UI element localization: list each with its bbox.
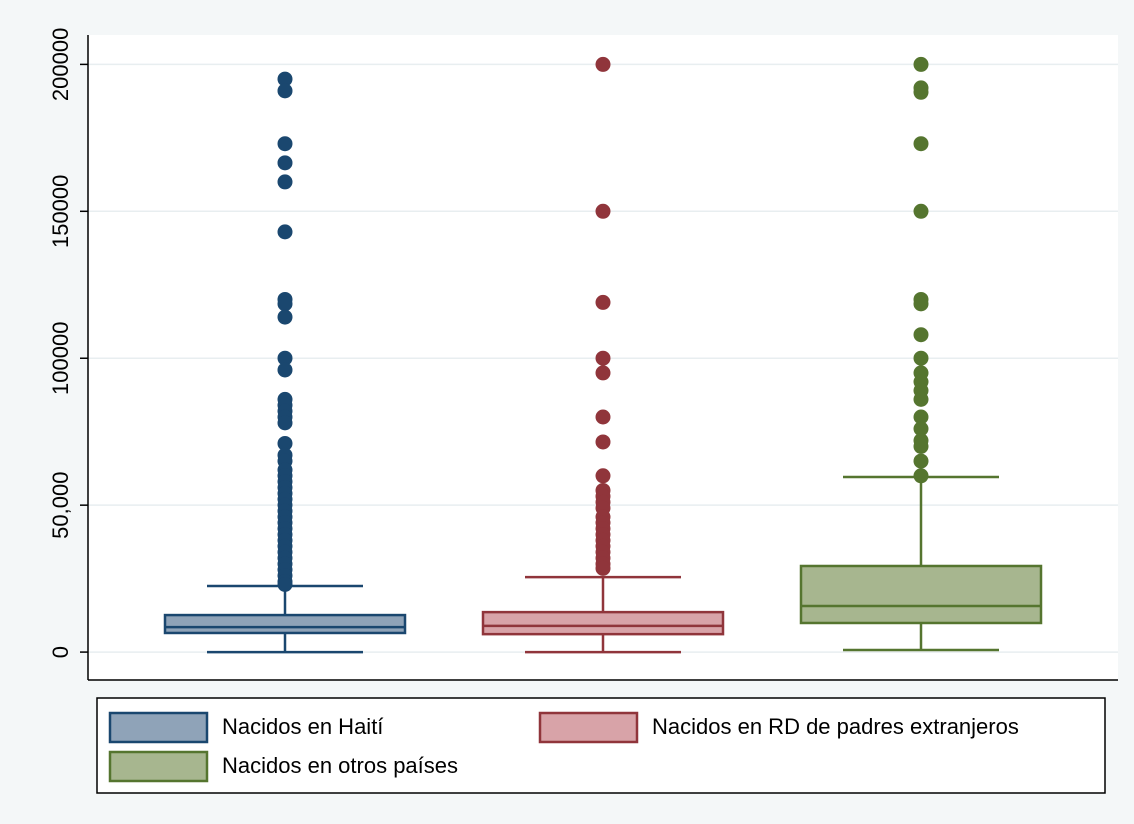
outlier [913,468,929,484]
outlier [277,224,293,240]
outlier [277,415,293,431]
box [481,610,725,636]
outlier [913,327,929,343]
legend-swatch [108,711,209,744]
outlier [595,560,611,576]
outlier [595,409,611,425]
legend-label: Nacidos en otros países [222,753,458,778]
legend-label: Nacidos en RD de padres extranjeros [652,714,1019,739]
legend-swatch [108,750,209,783]
y-tick-label: 0 [48,646,73,658]
outlier [913,421,929,437]
outlier [277,350,293,366]
outlier [277,136,293,152]
outlier [595,350,611,366]
outlier [277,83,293,99]
outlier [595,294,611,310]
outlier [277,362,293,378]
outlier [913,136,929,152]
outlier [595,434,611,450]
outlier [277,174,293,190]
outlier [913,84,929,100]
outlier [913,350,929,366]
legend-swatch [538,711,639,744]
outlier [595,56,611,72]
outlier [277,576,293,592]
outlier [277,296,293,312]
outlier [277,309,293,325]
y-tick-label: 150000 [48,175,73,248]
outlier [913,203,929,219]
y-tick-label: 50,000 [48,472,73,539]
box [163,613,407,635]
legend-label: Nacidos en Haití [222,714,383,739]
box [799,564,1043,625]
outlier [277,435,293,451]
outlier [913,56,929,72]
outlier [277,71,293,87]
outlier [595,468,611,484]
outlier [913,391,929,407]
y-tick-label: 200000 [48,28,73,101]
outlier [913,438,929,454]
outlier [913,409,929,425]
outlier [595,365,611,381]
outlier [277,155,293,171]
outlier [595,203,611,219]
outlier [913,453,929,469]
y-tick-label: 100000 [48,322,73,395]
outlier [913,296,929,312]
